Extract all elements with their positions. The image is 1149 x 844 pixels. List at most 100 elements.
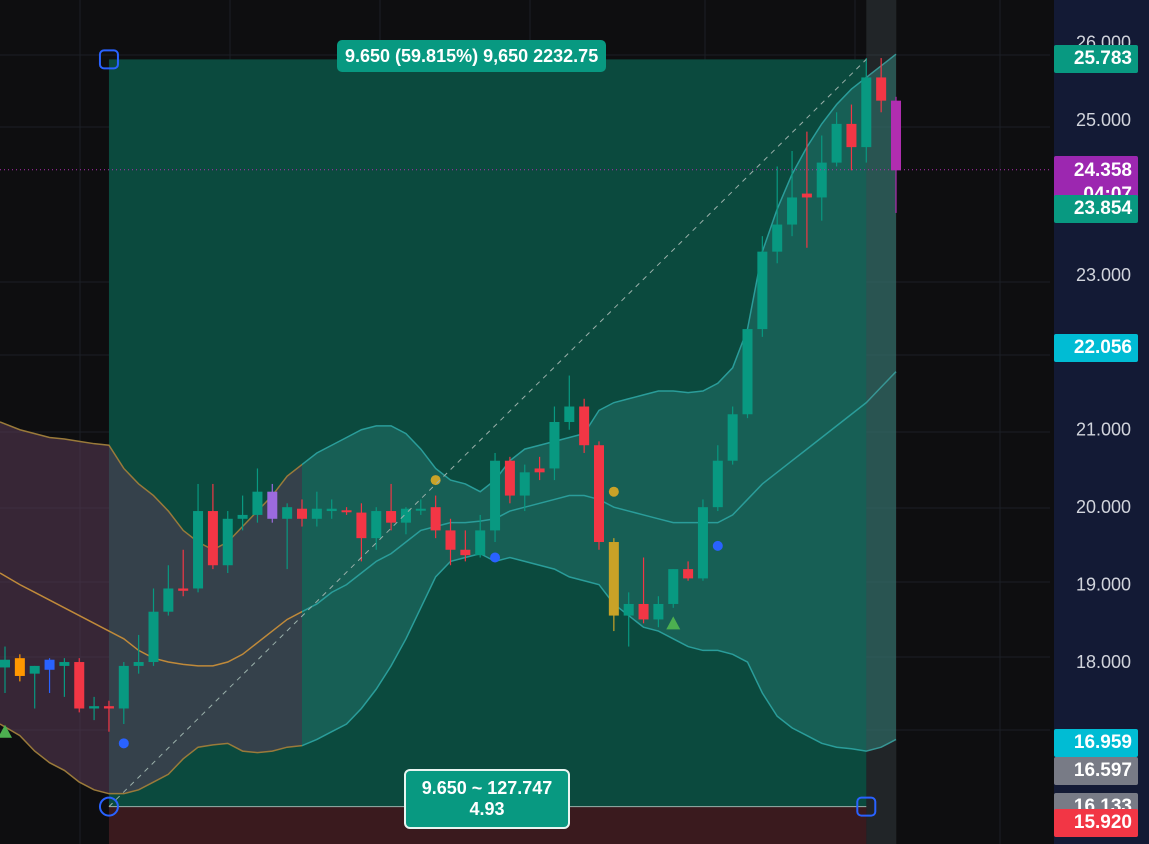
candle-body <box>430 507 441 531</box>
candle <box>787 150 798 237</box>
candle-body <box>534 468 545 473</box>
candle-body <box>490 460 501 531</box>
price-badge-value: 23.854 <box>1073 197 1132 219</box>
signal-dot <box>430 475 441 486</box>
candle-body <box>0 659 10 668</box>
price-badge-value: 24.358 <box>1073 159 1132 181</box>
candle <box>683 561 694 581</box>
candle-body <box>623 603 634 616</box>
candle <box>519 464 530 512</box>
candle-body <box>787 197 798 225</box>
price-badge: 15.920 <box>1054 809 1138 838</box>
candle-body <box>519 472 530 496</box>
signal-dot <box>490 552 501 563</box>
candle <box>727 406 738 465</box>
candle <box>816 135 827 221</box>
candle <box>831 112 842 167</box>
measure-handle-top-left <box>98 49 119 70</box>
candle <box>623 592 634 647</box>
candle <box>460 530 471 562</box>
candle-body <box>415 508 426 511</box>
price-tick-label: 20.000 <box>1076 497 1131 517</box>
candle <box>44 658 55 694</box>
measure-handle-bottom-right <box>856 796 877 817</box>
band-lower-line-left <box>0 723 302 795</box>
signal-markers <box>0 169 1050 749</box>
candle <box>697 499 708 581</box>
candle <box>430 495 441 539</box>
signal-triangle <box>0 724 12 738</box>
candle <box>103 700 114 732</box>
price-badge: 22.056 <box>1054 333 1138 362</box>
measure-range-label: 9.650 ~ 127.747 4.93 <box>404 769 570 829</box>
candle <box>0 646 10 694</box>
candle <box>534 456 545 481</box>
candle <box>400 507 411 535</box>
candle-body <box>816 162 827 198</box>
candle <box>59 658 70 697</box>
signal-dot <box>712 540 723 551</box>
candlestick-series <box>0 58 901 732</box>
price-badge-value: 25.783 <box>1073 48 1132 70</box>
candle-body <box>668 569 679 604</box>
candle <box>74 658 85 713</box>
candle <box>757 236 768 337</box>
price-badge-value: 16.959 <box>1073 731 1132 753</box>
candle-body <box>891 100 901 171</box>
candle-body <box>118 665 129 709</box>
candle <box>282 503 293 570</box>
candle-body <box>504 460 515 496</box>
candle <box>504 456 515 504</box>
candle-body <box>207 511 218 566</box>
measure-range-line1: 9.650 ~ 127.747 <box>421 778 553 798</box>
candle <box>712 445 723 512</box>
candle-body <box>594 445 604 543</box>
candle <box>564 375 575 430</box>
candle <box>742 329 753 419</box>
candle-body <box>876 77 887 101</box>
candle-body <box>683 569 694 579</box>
price-badge: 23.854 <box>1054 194 1138 223</box>
candle-body <box>326 508 337 512</box>
candle <box>861 58 872 163</box>
measure-diagonal <box>108 59 867 807</box>
candle-body <box>772 224 783 252</box>
candle <box>118 662 129 724</box>
candle <box>846 104 857 171</box>
band-upper-line-left <box>0 421 302 551</box>
candle <box>653 596 664 628</box>
candle-body <box>712 460 723 508</box>
candle-body <box>267 491 278 519</box>
candle <box>252 468 263 523</box>
candle-body <box>846 123 857 148</box>
candle-body <box>237 514 248 519</box>
price-tick-label: 19.000 <box>1076 575 1131 595</box>
candle <box>133 634 144 674</box>
candle-body <box>311 508 322 519</box>
candle-body <box>608 542 619 616</box>
candle-body <box>59 662 70 666</box>
price-badge-value: 15.920 <box>1073 812 1132 834</box>
candle-body <box>475 530 486 556</box>
candle-body <box>445 530 456 550</box>
candle-body <box>148 611 159 663</box>
candle-body <box>697 507 708 579</box>
candle-body <box>44 659 55 670</box>
candle-body <box>133 662 144 666</box>
candle-body <box>282 507 293 519</box>
candle <box>772 166 783 264</box>
candle-body <box>386 511 397 523</box>
candle-body <box>74 662 85 709</box>
candle-body <box>29 665 40 674</box>
candle-body <box>356 512 367 539</box>
price-axis-background[interactable] <box>1054 0 1149 844</box>
signal-dot <box>608 486 619 497</box>
candle <box>668 569 679 608</box>
candle <box>89 696 100 721</box>
candle <box>148 588 159 666</box>
candle-body <box>831 123 842 163</box>
candle <box>297 499 307 527</box>
candle <box>193 483 204 593</box>
price-tick-label: 18.000 <box>1076 652 1131 672</box>
